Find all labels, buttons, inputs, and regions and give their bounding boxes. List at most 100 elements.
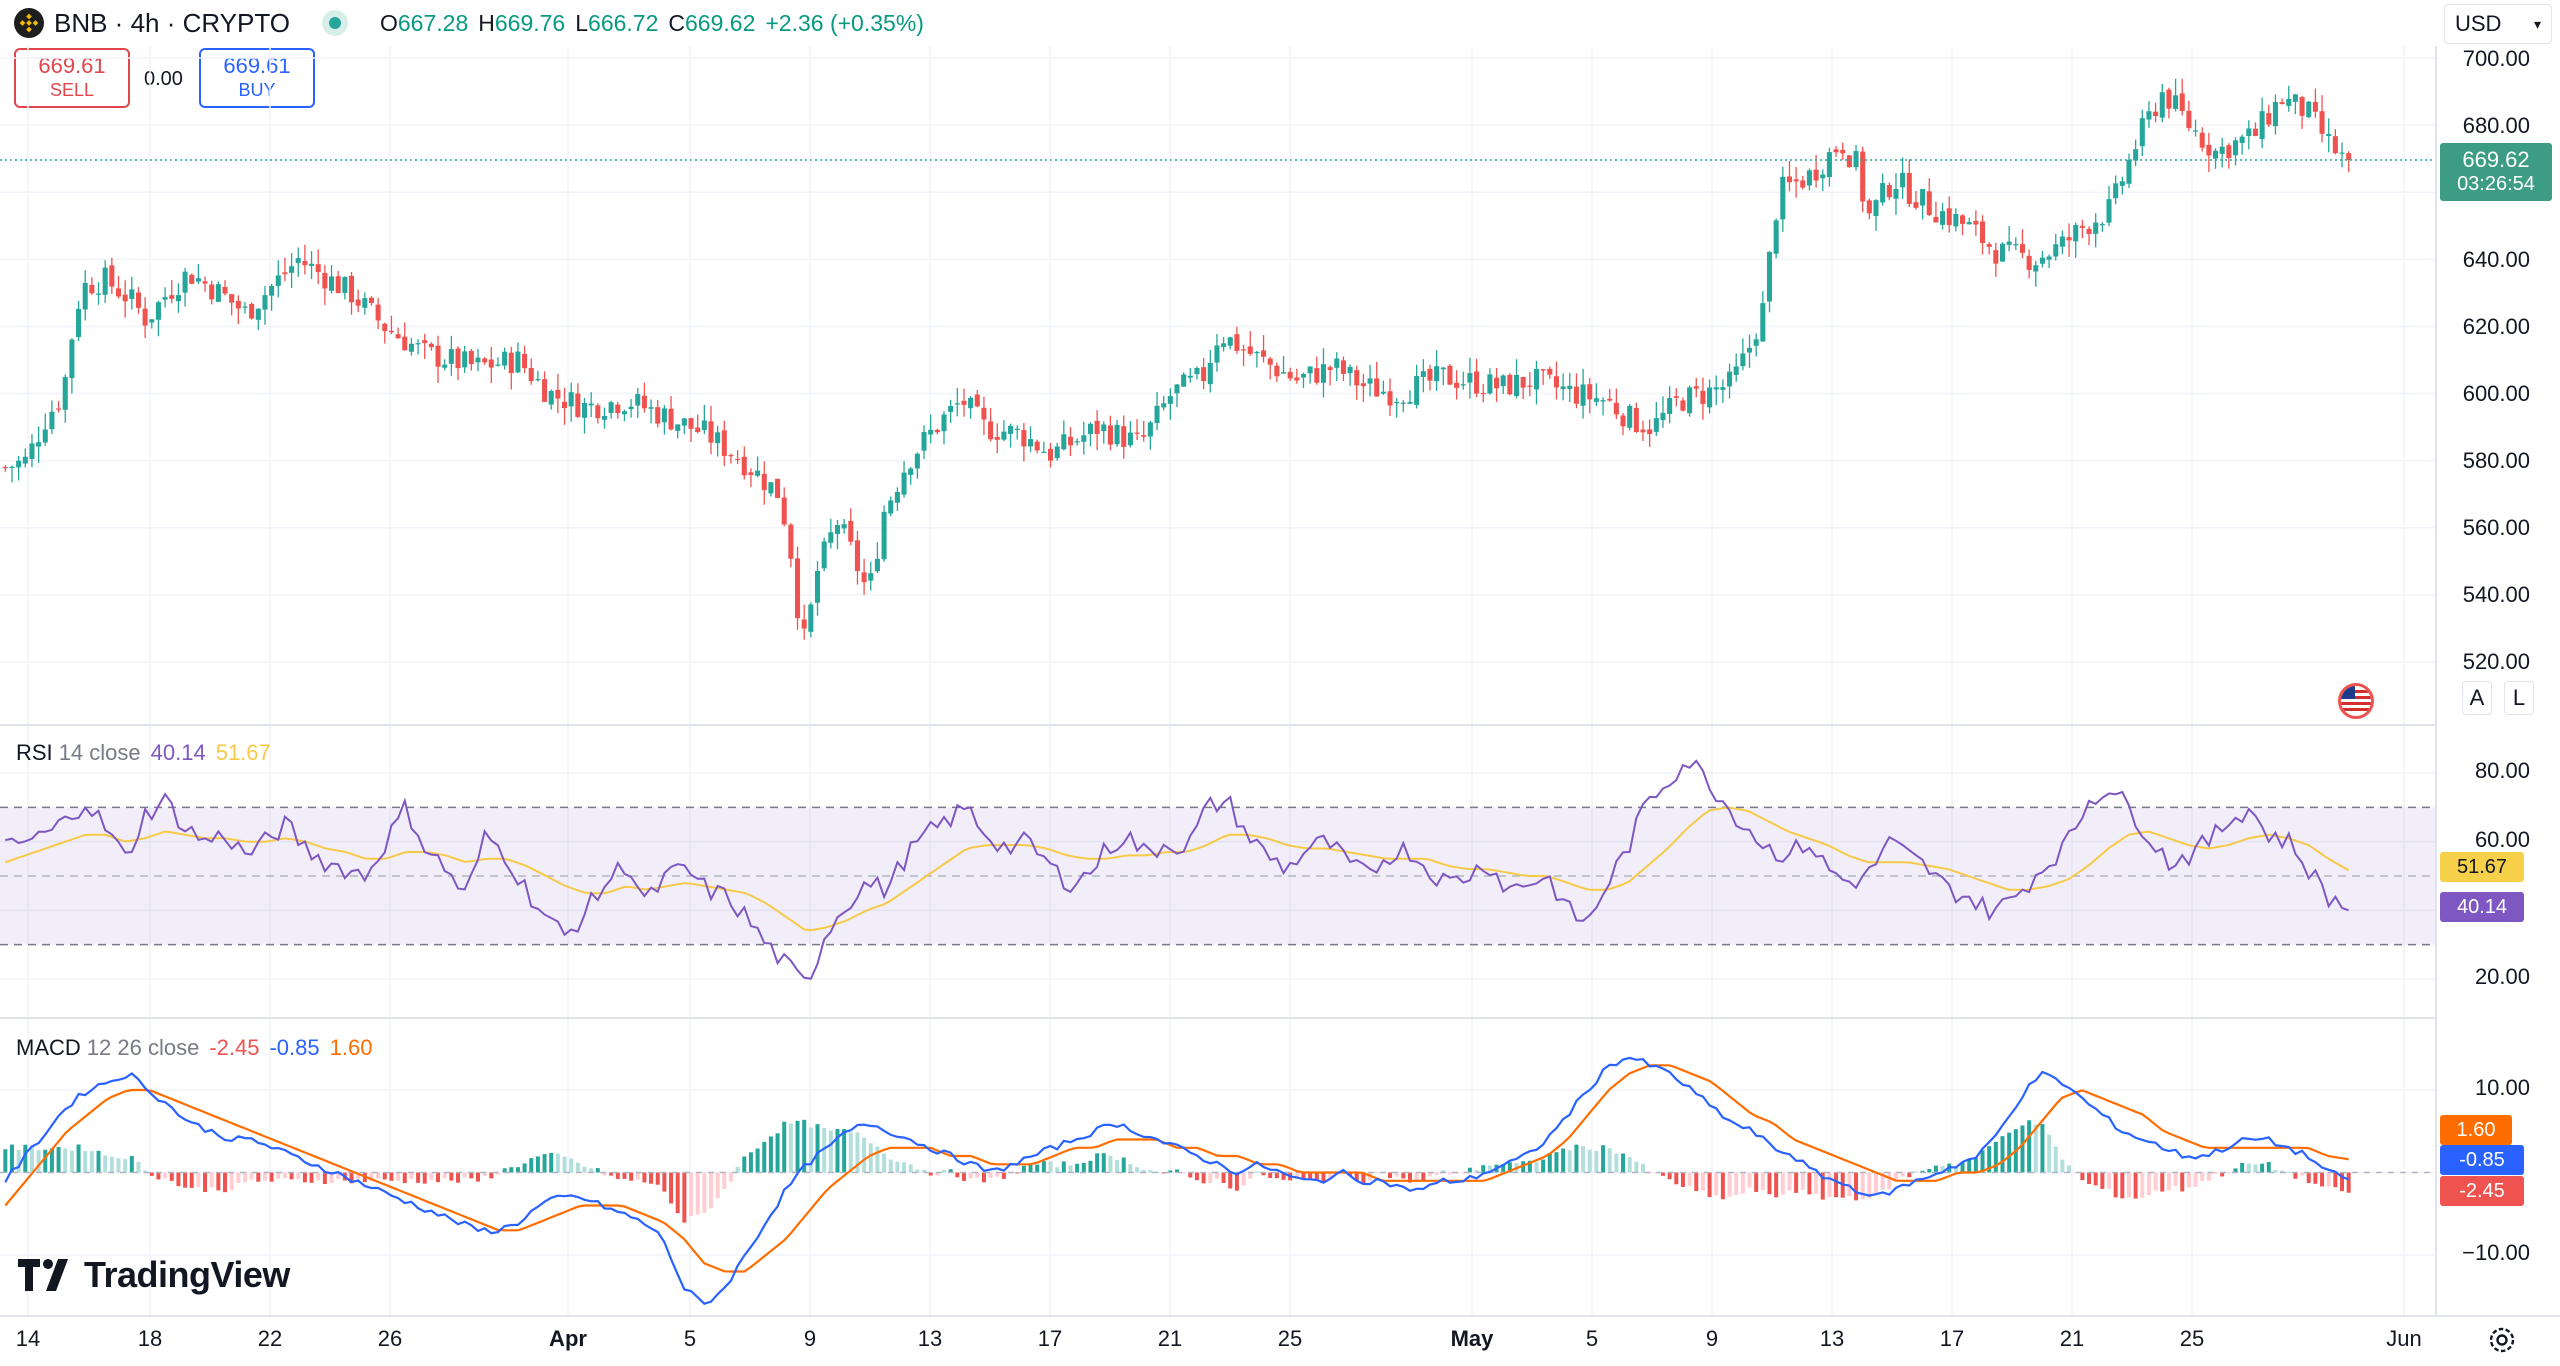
- candle-body: [1587, 384, 1593, 400]
- candle-body: [1746, 347, 1753, 353]
- macd-hist-bar: [256, 1172, 261, 1182]
- candle-body: [335, 276, 341, 294]
- candle-body: [1693, 386, 1699, 389]
- candle-body: [1826, 152, 1832, 177]
- candle-body: [242, 306, 248, 308]
- macd-hist-bar: [2200, 1172, 2205, 1181]
- macd-hist-bar: [1993, 1141, 1998, 1173]
- price-tick: 580.00: [2462, 448, 2530, 473]
- candle-body: [522, 353, 528, 369]
- macd-hist-bar: [89, 1151, 94, 1173]
- candle-body: [2219, 146, 2225, 154]
- macd-hist-bar: [276, 1172, 281, 1179]
- candle-body: [1014, 428, 1020, 430]
- macd-hist-bar: [402, 1172, 407, 1184]
- macd-hist-bar: [1041, 1161, 1046, 1173]
- symbol-header: BNB · 4h · CRYPTO O667.28 H669.76 L666.7…: [0, 0, 924, 46]
- rsi-tick: 80.00: [2474, 758, 2530, 783]
- candle-body: [601, 415, 608, 420]
- macd-hist-bar: [782, 1121, 787, 1173]
- candle-body: [621, 411, 627, 415]
- candle-body: [988, 421, 994, 440]
- market-status-icon[interactable]: [322, 10, 348, 36]
- gear-icon[interactable]: [2486, 1324, 2518, 1356]
- candle-body: [1507, 374, 1513, 395]
- macd-hist-bar: [249, 1172, 254, 1180]
- candle-body: [1806, 170, 1812, 186]
- macd-hist-bar: [63, 1148, 68, 1173]
- candle-body: [1207, 362, 1213, 385]
- macd-hist-bar: [702, 1172, 707, 1213]
- macd-hist-bar: [622, 1172, 627, 1179]
- candle-body: [1141, 435, 1147, 437]
- candle-body: [1221, 343, 1227, 348]
- candle-body: [1294, 377, 1300, 381]
- candle-body: [675, 424, 681, 431]
- us-flag-icon[interactable]: [2338, 683, 2374, 719]
- candle-body: [162, 297, 168, 300]
- candle-body: [961, 400, 967, 405]
- macd-line-value: -0.85: [269, 1035, 320, 1060]
- candle-body: [76, 308, 82, 337]
- candle-body: [368, 297, 375, 303]
- candle-body: [149, 319, 155, 323]
- candle-body: [781, 497, 787, 525]
- macd-hist-bar: [1221, 1172, 1226, 1183]
- candle-body: [1380, 391, 1386, 394]
- macd-hist-bar: [1095, 1153, 1100, 1173]
- candle-body: [1700, 390, 1706, 405]
- candle-body: [2133, 149, 2139, 161]
- macd-hist-bar: [981, 1172, 986, 1183]
- symbol-title[interactable]: BNB · 4h · CRYPTO: [54, 7, 290, 38]
- candle-body: [1926, 191, 1932, 216]
- macd-hist-bar: [2266, 1162, 2271, 1173]
- macd-hist-bar: [1660, 1172, 1665, 1176]
- candle-body: [2159, 92, 2165, 118]
- macd-hist-bar: [1913, 1171, 1918, 1173]
- candle-body: [155, 302, 161, 320]
- candle-body: [2272, 101, 2278, 127]
- candle-body: [1607, 398, 1613, 401]
- candle-body: [455, 348, 461, 369]
- macd-hist-bar: [542, 1154, 547, 1173]
- currency-selector[interactable]: USD ▾: [2444, 4, 2552, 44]
- candle-body: [2106, 199, 2112, 223]
- candle-body: [801, 619, 807, 629]
- candle-body: [375, 304, 381, 321]
- macd-hist-bar: [1161, 1172, 1166, 1174]
- macd-hist-bar: [1674, 1172, 1679, 1185]
- macd-hist-bar: [2093, 1172, 2098, 1186]
- candle-body: [96, 293, 102, 295]
- candle-body: [1374, 378, 1380, 397]
- macd-hist-bar: [968, 1172, 973, 1179]
- tradingview-logo[interactable]: TradingView: [18, 1254, 290, 1296]
- candle-body: [1647, 429, 1653, 435]
- candle-body: [2119, 181, 2125, 186]
- macd-hist-bar: [2293, 1172, 2298, 1179]
- macd-hist-bar: [1148, 1170, 1153, 1173]
- macd-hist-bar: [1441, 1170, 1446, 1173]
- macd-hist-bar: [555, 1153, 560, 1173]
- macd-hist-bar: [922, 1169, 927, 1173]
- candle-body: [1354, 370, 1360, 386]
- macd-hist-bar: [262, 1172, 267, 1181]
- candle-body: [1147, 422, 1153, 437]
- macd-hist-bar: [2060, 1159, 2065, 1173]
- candle-body: [442, 364, 448, 368]
- macd-hist-bar: [322, 1172, 327, 1185]
- macd-hist-bar: [1807, 1172, 1812, 1195]
- macd-hist-bar: [2206, 1172, 2211, 1181]
- rsi-value-tag: 40.14: [2440, 892, 2524, 922]
- log-scale-button[interactable]: L: [2504, 681, 2534, 715]
- candle-body: [1234, 334, 1240, 351]
- auto-scale-button[interactable]: A: [2462, 681, 2492, 715]
- macd-hist-bar: [9, 1144, 14, 1173]
- candle-body: [994, 436, 1000, 440]
- macd-hist-bar: [961, 1172, 966, 1181]
- candle-body: [1427, 368, 1433, 381]
- macd-line: [4, 1056, 2350, 1305]
- candle-body: [1773, 220, 1779, 254]
- macd-hist-bar: [515, 1167, 520, 1173]
- macd-hist-bar: [1574, 1144, 1579, 1173]
